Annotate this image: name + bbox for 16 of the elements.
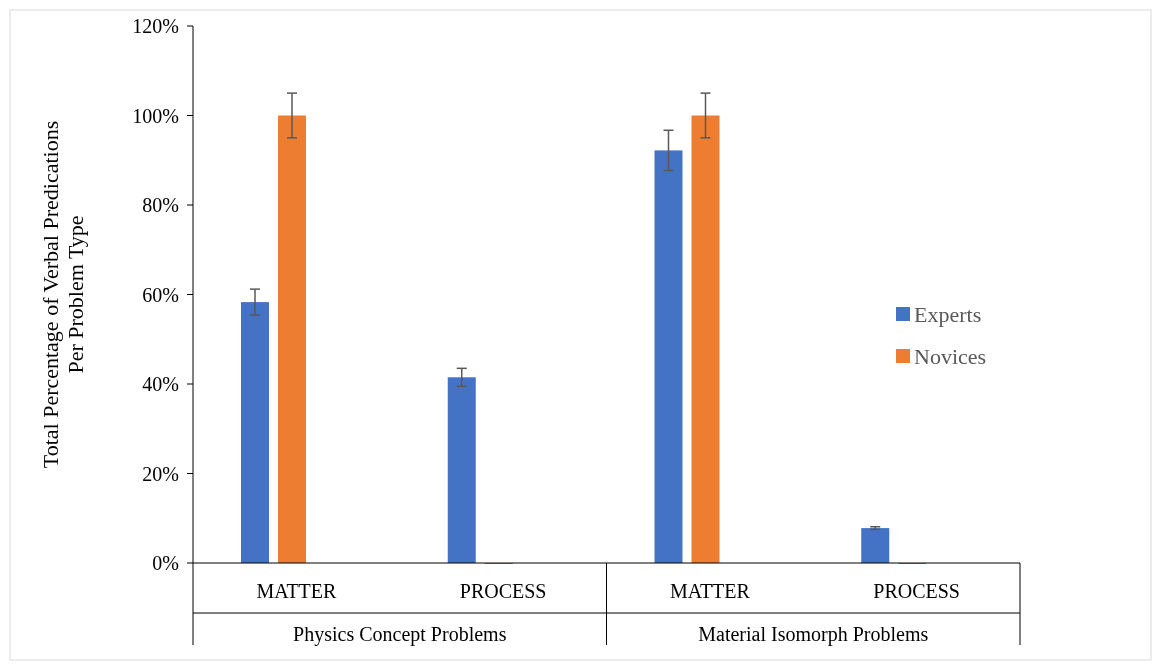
- y-tick-label: 120%: [132, 15, 179, 37]
- y-tick-label: 0%: [152, 552, 179, 574]
- x-tick-label: MATTER: [669, 580, 751, 602]
- text: Physics Concept Problems: [293, 623, 507, 646]
- y-tick-label: 40%: [142, 373, 179, 395]
- y-tick-label: 80%: [142, 194, 179, 216]
- legend-label: Novices: [914, 343, 987, 369]
- legend-label: Experts: [914, 301, 982, 327]
- x-tick-label: MATTER: [256, 580, 338, 602]
- x-tick-label: PROCESS: [873, 580, 960, 602]
- y-tick-label: 20%: [142, 462, 179, 485]
- x-tick-label: PROCESS: [459, 580, 547, 602]
- y-tick-label: 100%: [132, 104, 179, 127]
- y-axis-title: Total Percentage of Verbal Predications Per Problem Type: [37, 120, 89, 469]
- y-tick-label: 60%: [142, 283, 179, 306]
- text: Material Isomorph Problems: [698, 623, 929, 646]
